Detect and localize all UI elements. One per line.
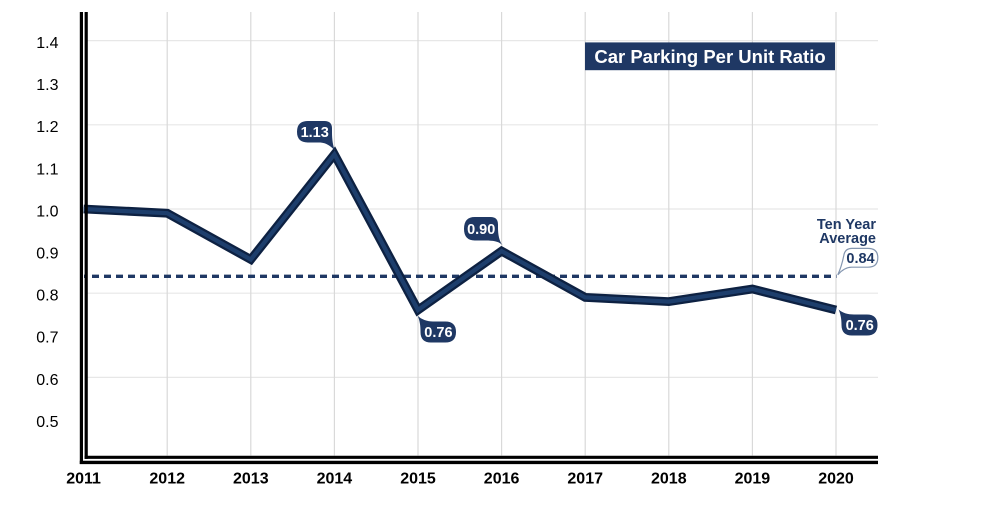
svg-text:Car Parking Per Unit Ratio: Car Parking Per Unit Ratio: [594, 46, 825, 67]
svg-text:1.2: 1.2: [36, 119, 58, 136]
svg-text:2016: 2016: [484, 470, 520, 487]
svg-text:1.4: 1.4: [36, 35, 58, 52]
svg-text:0.84: 0.84: [846, 251, 874, 267]
svg-text:2015: 2015: [400, 470, 436, 487]
svg-text:2017: 2017: [567, 470, 603, 487]
svg-text:0.76: 0.76: [846, 318, 874, 334]
svg-text:1.13: 1.13: [301, 125, 329, 141]
svg-text:2020: 2020: [818, 470, 854, 487]
svg-text:0.5: 0.5: [36, 414, 58, 431]
svg-text:0.90: 0.90: [467, 222, 495, 238]
svg-text:2018: 2018: [651, 470, 687, 487]
svg-text:2012: 2012: [149, 470, 185, 487]
svg-text:2011: 2011: [66, 470, 101, 487]
svg-text:0.7: 0.7: [36, 330, 58, 347]
svg-text:Ten Year: Ten Year: [817, 217, 876, 233]
svg-text:1.3: 1.3: [36, 77, 58, 94]
svg-text:1.0: 1.0: [36, 203, 58, 220]
svg-text:2013: 2013: [233, 470, 269, 487]
svg-text:2019: 2019: [735, 470, 771, 487]
svg-text:0.9: 0.9: [36, 246, 58, 263]
svg-text:0.8: 0.8: [36, 288, 58, 305]
svg-text:0.6: 0.6: [36, 372, 58, 389]
svg-text:0.76: 0.76: [424, 325, 452, 341]
svg-text:Average: Average: [819, 231, 876, 247]
svg-text:2014: 2014: [317, 470, 353, 487]
svg-text:1.1: 1.1: [36, 161, 58, 178]
